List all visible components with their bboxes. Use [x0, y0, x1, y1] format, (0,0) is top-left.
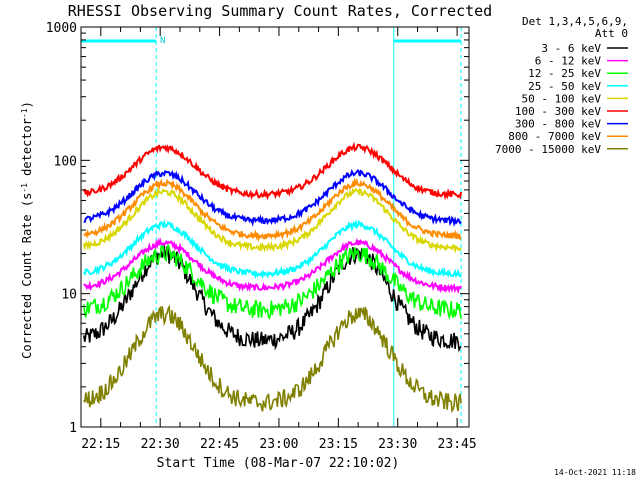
legend-header-2: Att 0	[595, 27, 628, 40]
legend-label-6: 300 - 800 keV	[515, 118, 601, 131]
timestamp: 14-Oct-2021 11:18	[554, 468, 636, 477]
series-line-3	[82, 218, 462, 280]
legend-label-0: 3 - 6 keV	[541, 42, 601, 55]
plot-frame	[80, 26, 470, 428]
x-axis-label: Start Time (08-Mar-07 22:10:02)	[157, 456, 400, 471]
series-line-7	[83, 177, 462, 242]
legend-label-3: 25 - 50 keV	[528, 80, 601, 93]
series-layer	[82, 141, 463, 414]
y-tick-label-2: 100	[54, 154, 77, 169]
series-line-5	[83, 141, 463, 201]
y-axis: 1 10 100 1000	[46, 21, 469, 436]
x-axis: 22:15 22:30 22:45 23:00 23:15 23:30 23:45	[80, 27, 477, 452]
chart-title: RHESSI Observing Summary Count Rates, Co…	[68, 2, 492, 20]
x-tick-label-0: 22:15	[81, 437, 120, 452]
y-tick-label-3: 1000	[46, 21, 77, 36]
x-tick-label-6: 23:45	[438, 437, 477, 452]
legend-header-1: Det 1,3,4,5,6,9,	[522, 15, 628, 28]
y-axis-label: Corrected Count Rate (s-1 detector-1)	[20, 101, 35, 359]
y-tick-label-0: 1	[69, 421, 77, 436]
series-line-0	[83, 245, 462, 353]
series-line-4	[82, 187, 462, 254]
x-tick-label-5: 23:30	[378, 437, 417, 452]
x-tick-label-1: 22:30	[141, 437, 180, 452]
x-tick-label-2: 22:45	[200, 437, 239, 452]
x-tick-label-3: 23:00	[259, 437, 298, 452]
series-line-1	[83, 236, 462, 295]
x-tick-label-4: 23:15	[319, 437, 358, 452]
legend-label-5: 100 - 300 keV	[515, 105, 601, 118]
series-line-2	[83, 243, 462, 321]
series-line-6	[83, 168, 462, 228]
legend-label-4: 50 - 100 keV	[522, 92, 602, 105]
legend-label-8: 7000 - 15000 keV	[495, 143, 601, 156]
legend-label-7: 800 - 7000 keV	[508, 130, 601, 143]
legend-label-1: 6 - 12 keV	[535, 55, 602, 68]
legend-label-2: 12 - 25 keV	[528, 67, 601, 80]
night-marker: N	[160, 36, 165, 46]
y-tick-label-1: 10	[61, 288, 77, 303]
series-line-8	[83, 304, 462, 414]
